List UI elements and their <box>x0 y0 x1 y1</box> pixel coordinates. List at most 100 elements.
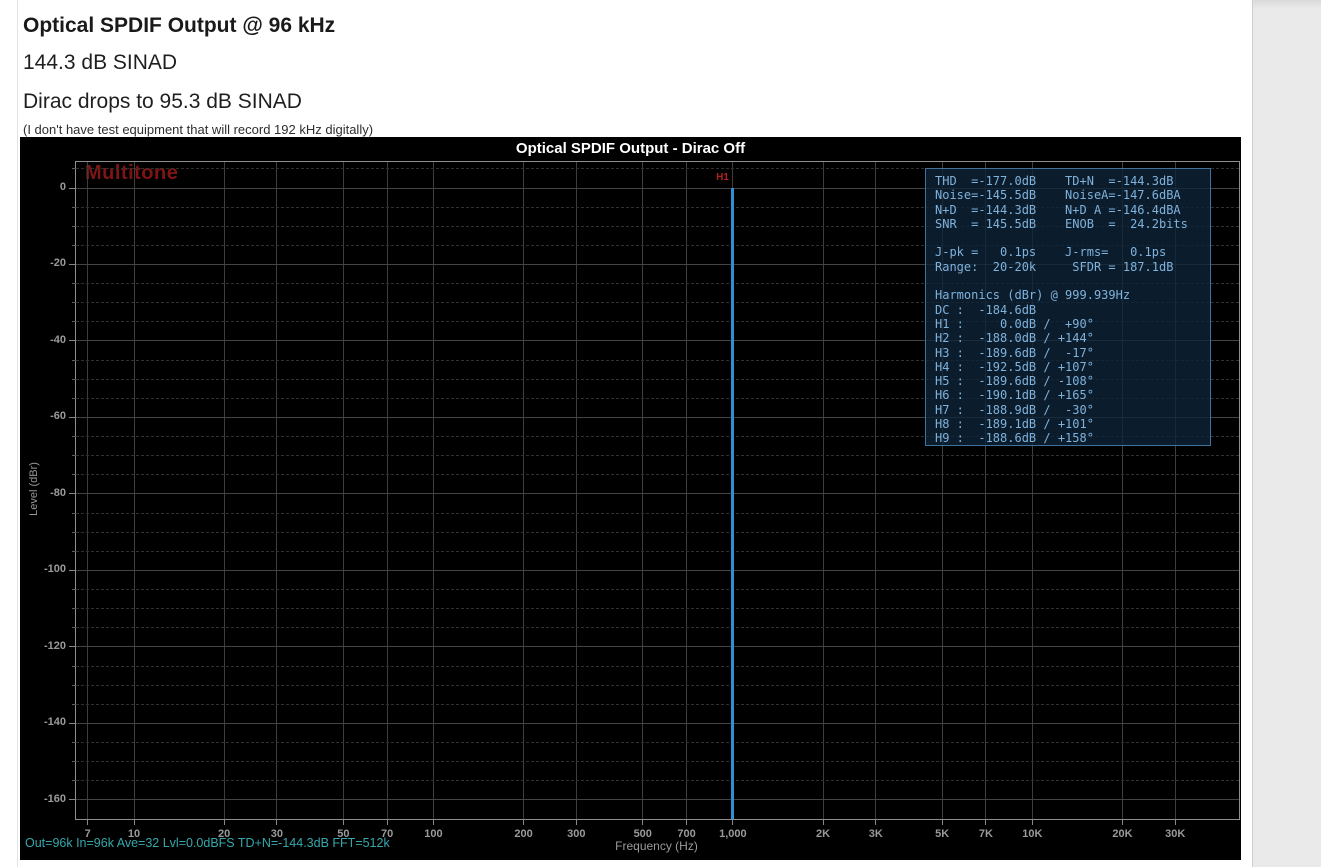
y-axis-minor-tick <box>72 206 76 208</box>
grid-line-horizontal <box>76 493 1239 495</box>
y-axis-minor-tick <box>72 589 76 591</box>
grid-line-horizontal <box>76 646 1239 648</box>
x-axis-tick <box>1031 820 1033 825</box>
stats-panel-line <box>935 274 1210 288</box>
x-axis-tick <box>642 820 644 825</box>
stats-panel-line: J-pk = 0.1ps J-rms= 0.1ps <box>935 245 1167 260</box>
y-axis-minor-tick <box>72 474 76 476</box>
measurement-status-line: Out=96k In=96k Ave=32 Lvl=0.0dBFS TD+N=-… <box>25 836 390 850</box>
multitone-mode-label: Multitone <box>85 162 179 184</box>
x-tick-label: 7 <box>84 828 91 840</box>
dirac-result-text: Dirac drops to 95.3 dB SINAD <box>23 90 302 113</box>
x-tick-label: 10 <box>127 828 141 840</box>
y-tick-label: -100 <box>43 563 66 576</box>
grid-line-vertical <box>941 162 943 819</box>
y-axis-minor-tick <box>72 359 76 361</box>
grid-line-horizontal <box>76 187 1239 189</box>
x-axis-tick <box>386 820 388 825</box>
grid-line-vertical <box>342 162 344 819</box>
stats-panel-line: Harmonics (dBr) @ 999.939Hz <box>935 288 1131 303</box>
grid-line-horizontal-minor <box>76 302 1239 304</box>
y-axis-tick <box>69 340 76 342</box>
spectrum-analyzer-chart-image[interactable]: Optical SPDIF Output - Dirac Off Level (… <box>20 137 1241 860</box>
stats-panel-line: DC : -184.6dB <box>935 302 1037 317</box>
x-tick-label: 7K <box>978 828 993 840</box>
x-axis-tick <box>732 820 734 825</box>
grid-line-horizontal-minor <box>76 589 1239 591</box>
x-tick-label: 5K <box>935 828 950 840</box>
y-tick-label: -120 <box>43 639 66 652</box>
x-tick-label: 30K <box>1165 828 1186 840</box>
grid-line-horizontal-minor <box>76 684 1239 686</box>
grid-line-horizontal <box>76 799 1239 801</box>
stats-panel-line: H8 : -189.1dB / +101° <box>935 417 1094 432</box>
stats-panel-line: H1 : 0.0dB / +90° <box>935 316 1094 331</box>
y-axis-minor-tick <box>72 436 76 438</box>
grid-line-vertical <box>575 162 577 819</box>
page-left-divider <box>17 0 18 867</box>
y-axis-minor-tick <box>72 531 76 533</box>
grid-line-vertical <box>133 162 135 819</box>
y-tick-label: -80 <box>50 486 66 499</box>
y-axis-tick <box>69 263 76 265</box>
grid-line-horizontal-minor <box>76 665 1239 667</box>
post-title: Optical SPDIF Output @ 96 kHz <box>23 14 336 37</box>
y-axis-minor-tick <box>72 550 76 552</box>
x-axis-tick <box>875 820 877 825</box>
stats-panel-line: H6 : -190.1dB / +165° <box>935 388 1094 403</box>
y-axis-tick <box>69 799 76 801</box>
y-axis-minor-tick <box>72 283 76 285</box>
grid-line-vertical <box>686 162 688 819</box>
grid-line-vertical <box>87 162 89 819</box>
h1-peak-marker-label: H1 <box>716 172 729 183</box>
y-axis-minor-tick <box>72 244 76 246</box>
x-tick-label: 300 <box>567 828 586 840</box>
y-axis-minor-tick <box>72 168 76 170</box>
grid-line-horizontal-minor <box>76 378 1239 380</box>
x-axis-tick <box>432 820 434 825</box>
grid-line-vertical <box>523 162 525 819</box>
stats-panel-line: H3 : -189.6dB / -17° <box>935 345 1094 360</box>
grid-line-horizontal <box>76 263 1239 265</box>
grid-line-horizontal-minor <box>76 244 1239 246</box>
x-tick-label: 50 <box>337 828 350 840</box>
grid-line-horizontal-minor <box>76 321 1239 323</box>
x-axis-tick <box>1174 820 1176 825</box>
stats-panel-line: THD =-177.0dB TD+N =-144.3dB <box>935 174 1174 188</box>
y-axis-minor-tick <box>72 455 76 457</box>
x-tick-label: 2K <box>816 828 831 840</box>
grid-line-horizontal-minor <box>76 168 1239 170</box>
x-axis-tick <box>822 820 824 825</box>
grid-line-vertical <box>822 162 824 819</box>
y-axis-tick <box>69 416 76 418</box>
x-tick-label: 10K <box>1022 828 1043 840</box>
x-axis-tick <box>985 820 987 825</box>
y-axis-minor-tick <box>72 397 76 399</box>
grid-line-horizontal <box>76 722 1239 724</box>
y-axis-tick <box>69 187 76 189</box>
y-axis-minor-tick <box>72 742 76 744</box>
grid-line-horizontal-minor <box>76 761 1239 763</box>
stats-panel-line: Noise=-145.5dB NoiseA=-147.6dBA <box>935 188 1181 203</box>
grid-line-vertical <box>875 162 877 819</box>
x-tick-label: 70 <box>380 828 394 840</box>
x-tick-label: 20K <box>1112 828 1133 840</box>
measurement-stats-panel: THD =-177.0dB TD+N =-144.3dB Noise=-145.5… <box>925 168 1211 446</box>
stats-panel-line: H9 : -188.6dB / +158° <box>935 431 1094 446</box>
x-axis-tick <box>87 820 89 825</box>
y-axis-tick <box>69 569 76 571</box>
x-axis-title: Frequency (Hz) <box>615 839 698 853</box>
grid-line-horizontal-minor <box>76 627 1239 629</box>
grid-line-horizontal-minor <box>76 225 1239 227</box>
grid-line-horizontal-minor <box>76 455 1239 457</box>
stats-panel-line: H5 : -189.6dB / -108° <box>935 374 1094 389</box>
y-tick-label: -60 <box>50 410 66 423</box>
stats-panel-line: H4 : -192.5dB / +107° <box>935 359 1094 374</box>
stats-panel-line: H7 : -188.9dB / -30° <box>935 402 1094 417</box>
grid-line-vertical <box>276 162 278 819</box>
y-tick-label: -140 <box>43 716 66 729</box>
y-axis-minor-tick <box>72 703 76 705</box>
y-axis-minor-tick <box>72 608 76 610</box>
y-axis-minor-tick <box>72 302 76 304</box>
y-axis-minor-tick <box>72 378 76 380</box>
